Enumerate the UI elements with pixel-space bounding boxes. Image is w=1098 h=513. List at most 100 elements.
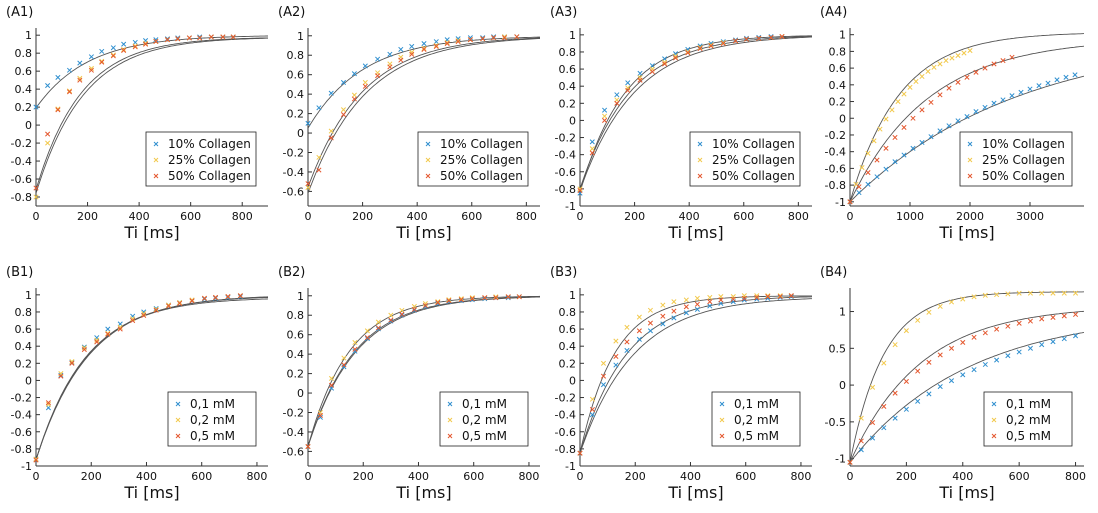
- legend-box: [689, 131, 801, 187]
- data-point: [94, 339, 100, 345]
- data-point: [708, 42, 714, 48]
- data-point: [946, 123, 952, 129]
- data-point: [960, 339, 966, 345]
- fit-curve-1: [850, 33, 1084, 202]
- chart-panel-6: (B3) -1 -0.8 -0.6 -0.4 -0.2 0 0.2 0.4 0.6 0.8 1 0 200…: [550, 265, 812, 502]
- data-point: [624, 339, 630, 345]
- data-point: [351, 96, 357, 102]
- data-point: [88, 65, 94, 72]
- legend-box: [167, 391, 257, 447]
- y-tick-label: 0.6: [15, 323, 33, 336]
- data-point: [45, 401, 51, 407]
- data-point: [375, 319, 381, 325]
- data-point: [164, 36, 171, 42]
- data-point: [230, 34, 236, 40]
- data-point: [411, 306, 417, 312]
- data-point: [1009, 54, 1015, 60]
- x-tick-label: 200: [624, 210, 645, 223]
- data-point: [589, 412, 595, 418]
- x-tick-label: 2000: [956, 210, 984, 223]
- data-point: [982, 292, 988, 298]
- data-point: [1063, 74, 1069, 80]
- y-tick-label: -0.5: [825, 416, 846, 429]
- data-point: [602, 113, 608, 119]
- x-tick-label: 0: [305, 210, 312, 223]
- y-tick-label: 1: [297, 30, 304, 43]
- data-point: [671, 308, 677, 314]
- data-point: [697, 45, 703, 51]
- x-tick-label: 400: [679, 210, 700, 223]
- legend-marker: [175, 401, 181, 407]
- fit-curve-0: [850, 75, 1084, 203]
- data-point: [364, 336, 370, 342]
- fit-curve-2: [308, 38, 540, 194]
- fit-curve-0: [308, 36, 540, 129]
- data-point: [220, 34, 226, 40]
- x-tick-label: 800: [232, 210, 253, 223]
- data-point: [94, 337, 100, 343]
- data-point: [143, 40, 149, 46]
- x-tick-label: 800: [788, 210, 809, 223]
- x-axis-label: Ti [ms]: [395, 223, 451, 242]
- y-tick-label: -0.4: [11, 155, 32, 168]
- data-point: [1018, 89, 1024, 95]
- x-tick-label: 800: [1065, 470, 1086, 483]
- x-tick-label: 200: [896, 470, 917, 483]
- data-point: [493, 294, 499, 300]
- data-point: [446, 299, 452, 305]
- x-tick-label: 200: [352, 210, 373, 223]
- data-point: [340, 79, 347, 86]
- data-point: [77, 75, 83, 81]
- data-point: [733, 37, 739, 43]
- data-point: [870, 435, 876, 441]
- data-point: [881, 403, 887, 409]
- data-point: [501, 34, 508, 40]
- x-tick-label: 200: [81, 470, 102, 483]
- y-tick-label: -0.4: [283, 426, 304, 439]
- legend-marker: [153, 141, 159, 147]
- data-point: [66, 88, 73, 94]
- fit-curve-0: [36, 35, 268, 109]
- data-point: [305, 443, 311, 450]
- data-point: [697, 45, 703, 52]
- legend-box: [145, 131, 257, 187]
- data-point: [186, 35, 192, 41]
- legend-marker: [175, 433, 181, 439]
- legend-box: [417, 131, 529, 187]
- data-point: [994, 292, 1000, 298]
- data-point: [364, 328, 370, 334]
- data-point: [1005, 291, 1011, 297]
- data-point: [856, 184, 862, 190]
- data-point: [444, 40, 450, 46]
- data-point: [399, 311, 405, 317]
- data-point: [1039, 342, 1045, 348]
- y-tick-label: -0.2: [11, 392, 32, 405]
- panel-title: (A1): [6, 5, 33, 20]
- panel-title: (B4): [820, 265, 847, 280]
- x-tick-label: 0: [305, 470, 312, 483]
- data-point: [1000, 97, 1006, 103]
- x-tick-label: 600: [733, 210, 754, 223]
- legend-marker: [697, 157, 703, 163]
- legend-marker: [991, 417, 997, 423]
- data-point: [754, 293, 760, 299]
- data-point: [931, 64, 937, 70]
- data-point: [458, 296, 464, 302]
- fit-curve-2: [580, 296, 812, 454]
- y-tick-label: -0.6: [11, 426, 32, 439]
- data-point: [433, 42, 439, 49]
- chart-panel-7: (B4) -1 -0.5 0 0.5 1 0 200 400 600 800 Ti [ms] 0,1 m…: [820, 265, 1086, 502]
- data-point: [132, 43, 138, 49]
- y-tick-label: 0.4: [287, 88, 305, 101]
- data-point: [237, 293, 243, 299]
- data-point: [577, 188, 583, 194]
- y-tick-label: -0.8: [11, 191, 32, 204]
- y-tick-label: -0.8: [11, 443, 32, 456]
- data-point: [636, 328, 642, 334]
- legend-marker: [697, 173, 703, 179]
- y-tick-label: 0.5: [829, 342, 847, 355]
- data-point: [143, 41, 149, 47]
- y-tick-label: -0.2: [11, 137, 32, 150]
- data-point: [1039, 316, 1045, 322]
- chart-panel-3: (A4) -1 -0.8 -0.6 -0.4 -0.2 0 0.2 0.4 0.6 0.8 1 0 100…: [820, 5, 1084, 242]
